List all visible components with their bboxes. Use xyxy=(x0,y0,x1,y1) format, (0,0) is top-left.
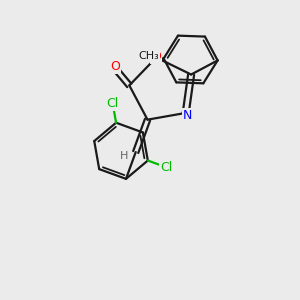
Text: N: N xyxy=(183,110,192,122)
Text: O: O xyxy=(110,60,120,73)
Text: O: O xyxy=(151,50,161,62)
Text: H: H xyxy=(120,151,129,161)
Text: Cl: Cl xyxy=(160,161,172,174)
Text: CH₃: CH₃ xyxy=(138,51,159,62)
Text: Cl: Cl xyxy=(106,97,119,110)
